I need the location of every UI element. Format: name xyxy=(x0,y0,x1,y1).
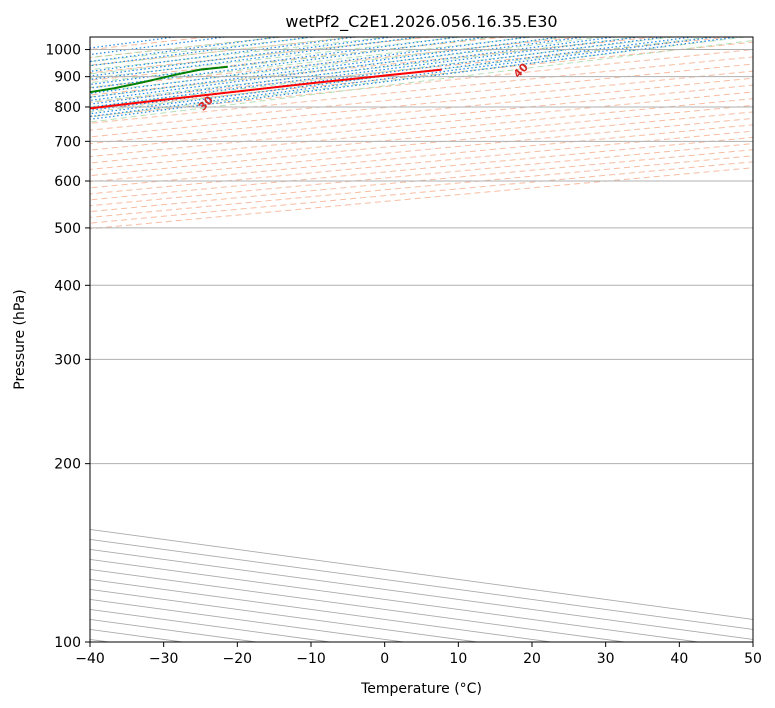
y-tick-label: 700 xyxy=(54,134,81,150)
moist-adiabat xyxy=(90,37,674,108)
isotherms xyxy=(90,528,753,642)
x-tick-label: 40 xyxy=(670,651,688,667)
y-tick-label: 1000 xyxy=(45,43,81,59)
moist-adiabat xyxy=(90,37,746,118)
x-axis-ticks: −40 −30 −20 −10 0 10 20 30 40 50 xyxy=(75,642,762,667)
plot-area: 0.10.20.40.611.52346810131620253036-100-… xyxy=(90,37,753,642)
y-tick-label: 400 xyxy=(54,278,81,294)
pressure-gridlines xyxy=(90,49,753,642)
dry-adiabats xyxy=(90,37,753,230)
x-tick-label: −10 xyxy=(296,651,326,667)
x-tick-label: 0 xyxy=(380,651,389,667)
dry-adiabat xyxy=(90,124,753,189)
dry-adiabat xyxy=(90,91,753,158)
x-tick-label: −30 xyxy=(149,651,179,667)
y-tick-label: 200 xyxy=(54,457,81,473)
moist-adiabat xyxy=(90,40,753,123)
dry-adiabat xyxy=(90,77,753,145)
x-tick-label: 10 xyxy=(449,651,467,667)
dry-adiabat xyxy=(90,84,753,151)
mixing-ratio-line xyxy=(90,37,529,95)
x-tick-label: 50 xyxy=(744,651,762,667)
y-tick-label: 100 xyxy=(54,635,81,651)
mixing-ratio-line xyxy=(90,37,487,89)
moist-adiabats xyxy=(90,37,753,123)
moist-adiabat xyxy=(90,37,496,84)
x-axis-label: Temperature (°C) xyxy=(360,681,482,697)
isotherm-line xyxy=(90,528,753,620)
mixing-ratio-line xyxy=(90,37,738,120)
y-tick-label: 600 xyxy=(54,174,81,190)
isotherm-line xyxy=(90,538,753,630)
y-axis-ticks: 100 200 300 400 500 600 700 800 900 1000 xyxy=(45,43,90,651)
dry-adiabat xyxy=(90,117,753,183)
x-tick-label: 30 xyxy=(597,651,615,667)
y-tick-label: 500 xyxy=(54,221,81,237)
x-tick-label: −20 xyxy=(223,651,253,667)
x-tick-label: −40 xyxy=(75,651,105,667)
plot-frame xyxy=(89,36,754,643)
y-tick-label: 300 xyxy=(54,352,81,368)
dry-adiabat xyxy=(90,111,753,177)
chart-title: wetPf2_C2E1.2026.056.16.35.E30 xyxy=(285,12,557,32)
y-tick-label: 900 xyxy=(54,70,81,86)
moist-adiabat xyxy=(90,37,638,103)
moist-adiabat xyxy=(90,37,567,93)
x-tick-label: 20 xyxy=(523,651,541,667)
y-tick-label: 800 xyxy=(54,100,81,116)
y-axis-label: Pressure (hPa) xyxy=(12,289,28,389)
